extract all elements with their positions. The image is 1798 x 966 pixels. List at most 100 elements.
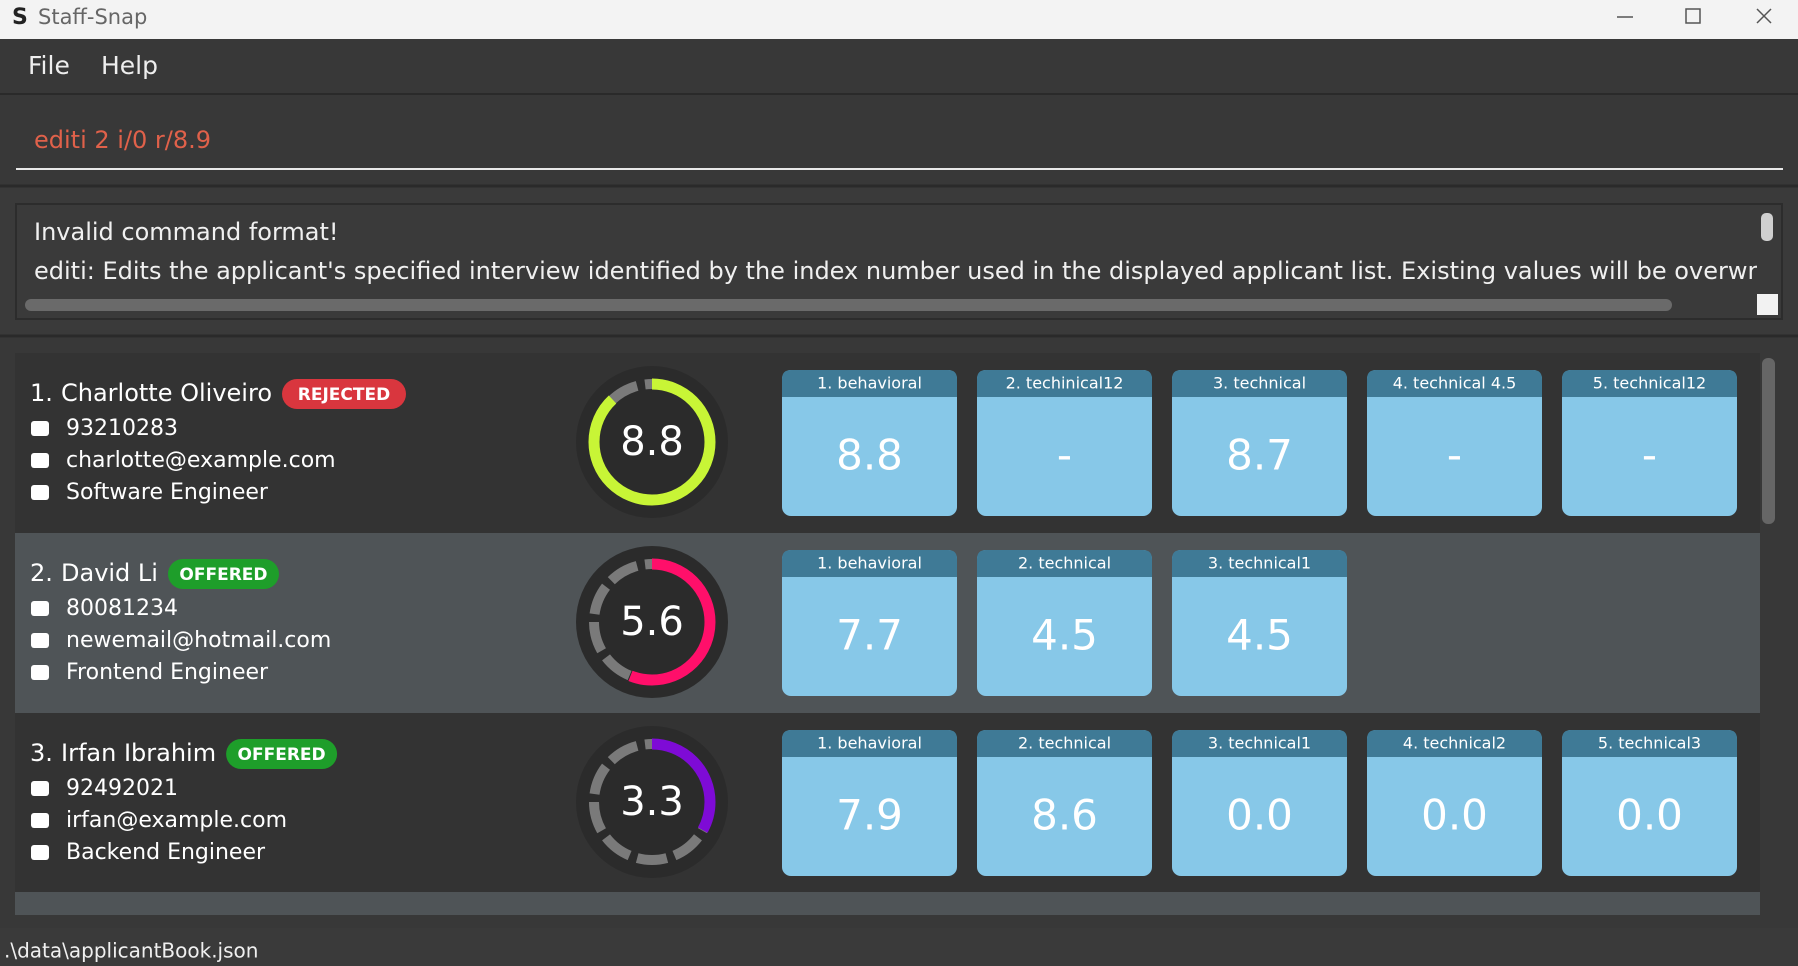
interview-label: 3. technical — [1213, 374, 1306, 393]
interview-card — [977, 370, 1152, 516]
applicant-row-partial — [15, 892, 1760, 915]
phone-icon — [31, 601, 49, 616]
menu-file[interactable]: File — [28, 51, 70, 80]
interview-card — [1367, 730, 1542, 876]
interview-header — [1172, 730, 1347, 757]
applicant-email: charlotte@example.com — [66, 448, 336, 473]
interview-card — [1172, 370, 1347, 516]
score-value: 8.8 — [620, 419, 684, 465]
interview-header — [1367, 730, 1542, 757]
interview-label: 1. behavioral — [817, 374, 922, 393]
interview-label: 2. techinical12 — [1006, 374, 1124, 393]
email-icon — [31, 633, 49, 648]
applicant-email: irfan@example.com — [66, 808, 287, 833]
interview-rating: 0.0 — [1421, 791, 1488, 840]
interview-label: 5. technical3 — [1598, 734, 1701, 753]
phone-icon — [31, 781, 49, 796]
interview-label: 4. technical2 — [1403, 734, 1506, 753]
status-badge — [226, 739, 338, 769]
interview-card — [977, 550, 1152, 696]
score-value: 3.3 — [620, 779, 684, 825]
interview-rating: - — [1057, 431, 1072, 480]
email-icon — [31, 453, 49, 468]
applicant-index: 1. — [30, 379, 53, 407]
interview-rating: - — [1642, 431, 1657, 480]
close-button[interactable] — [1756, 8, 1772, 24]
applicant-index: 2. — [30, 559, 53, 587]
interview-card — [782, 550, 957, 696]
command-input[interactable]: editi 2 i/0 r/8.9 — [34, 126, 211, 154]
interview-label: 3. technical1 — [1208, 554, 1311, 573]
status-path: .\data\applicantBook.json — [4, 939, 258, 963]
menu-bar — [0, 39, 1798, 94]
interview-label: 2. technical — [1018, 554, 1111, 573]
interview-rating: 0.0 — [1616, 791, 1683, 840]
interview-card — [977, 730, 1152, 876]
applicant-name: Irfan Ibrahim — [61, 739, 216, 767]
interview-header — [782, 370, 957, 397]
status-bar — [0, 929, 1798, 966]
interview-label: 2. technical — [1018, 734, 1111, 753]
applicant-email: newemail@hotmail.com — [66, 628, 331, 653]
interview-rating: 7.7 — [836, 611, 903, 660]
interview-header — [1562, 730, 1737, 757]
interview-rating: - — [1447, 431, 1462, 480]
interview-card — [782, 730, 957, 876]
scroll-corner — [1757, 294, 1778, 315]
position-icon — [31, 665, 49, 680]
window-title: Staff-Snap — [38, 5, 147, 29]
horizontal-scrollbar[interactable] — [25, 299, 1672, 311]
command-area — [0, 95, 1798, 185]
interview-label: 4. technical 4.5 — [1393, 374, 1517, 393]
applicant-position: Frontend Engineer — [66, 660, 269, 685]
status-badge — [167, 559, 279, 589]
status-label: OFFERED — [238, 745, 326, 765]
interview-rating: 8.8 — [836, 431, 903, 480]
interview-rating: 4.5 — [1031, 611, 1098, 660]
score-value: 5.6 — [620, 599, 684, 645]
title-bar — [0, 0, 1798, 39]
status-badge — [282, 379, 406, 409]
interview-card — [1562, 730, 1737, 876]
menu-help[interactable]: Help — [101, 51, 158, 80]
interview-rating: 0.0 — [1226, 791, 1293, 840]
applicant-list: 1. Charlotte Oliveiro REJECTED 93210283 char… — [15, 353, 1760, 893]
interview-header — [1172, 370, 1347, 397]
phone-icon — [31, 421, 49, 436]
interview-label: 1. behavioral — [817, 734, 922, 753]
interview-card — [1367, 370, 1542, 516]
applicant-position: Backend Engineer — [66, 840, 266, 865]
applicant-name: David Li — [61, 559, 158, 587]
interview-label: 5. technical12 — [1593, 374, 1706, 393]
interview-card — [782, 370, 957, 516]
email-icon — [31, 813, 49, 828]
interview-card — [1172, 730, 1347, 876]
status-label: OFFERED — [179, 565, 267, 585]
interview-rating: 8.7 — [1226, 431, 1293, 480]
position-icon — [31, 845, 49, 860]
interview-header — [782, 730, 957, 757]
interview-rating: 4.5 — [1226, 611, 1293, 660]
result-line: editi: Edits the applicant's specified i… — [34, 257, 1798, 285]
vertical-scrollbar[interactable] — [1761, 213, 1773, 241]
status-label: REJECTED — [298, 385, 390, 405]
maximize-button[interactable] — [1685, 8, 1701, 24]
interview-rating: 7.9 — [836, 791, 903, 840]
interview-card — [1562, 370, 1737, 516]
app-icon: S — [12, 5, 28, 30]
list-scrollbar[interactable] — [1762, 358, 1775, 524]
interview-label: 1. behavioral — [817, 554, 922, 573]
score-arc — [588, 558, 716, 686]
score-arc — [588, 378, 716, 506]
applicant-phone: 93210283 — [66, 416, 178, 441]
interview-header — [1367, 370, 1542, 397]
applicant-name: Charlotte Oliveiro — [61, 379, 272, 407]
interview-header — [1562, 370, 1737, 397]
interview-card — [1172, 550, 1347, 696]
applicant-row: 3. Irfan Ibrahim OFFERED 92492021 irfan@exam… — [15, 713, 1760, 893]
interview-header — [977, 370, 1152, 397]
interview-header — [977, 550, 1152, 577]
interview-label: 3. technical1 — [1208, 734, 1311, 753]
interview-header — [977, 730, 1152, 757]
